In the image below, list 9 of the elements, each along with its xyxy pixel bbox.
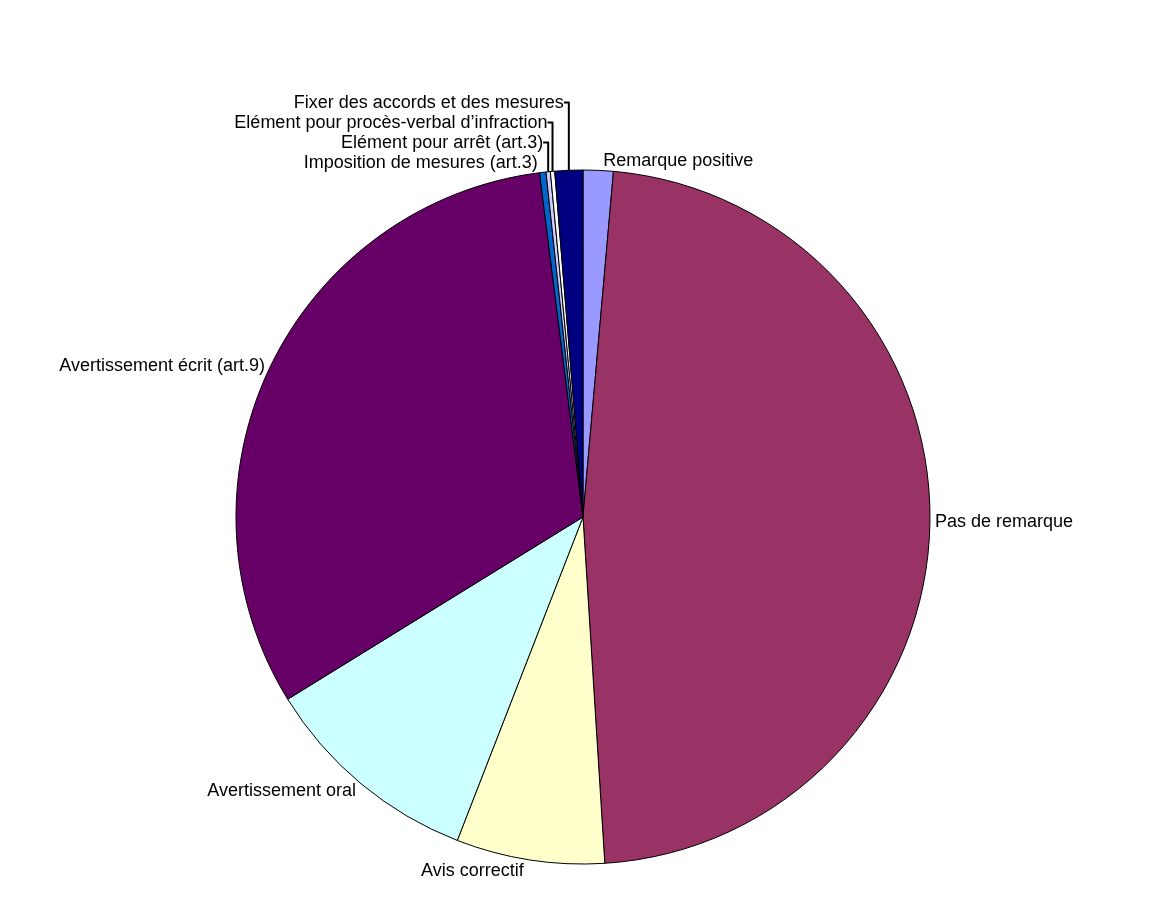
slice-label: Avis correctif (421, 859, 525, 880)
slice-label: Imposition de mesures (art.3) (303, 152, 538, 173)
slice-label: Pas de remarque (934, 511, 1074, 532)
slice-label: Avertissement écrit (art.9) (59, 355, 265, 376)
slice-label: Remarque positive (603, 150, 754, 171)
slice-label: Fixer des accords et des mesures (293, 92, 564, 113)
slice-label: Elément pour arrêt (art.3) (341, 132, 544, 153)
slice-label: Elément pour procès-verbal d’infraction (234, 112, 548, 133)
slice-label: Avertissement oral (207, 779, 356, 800)
